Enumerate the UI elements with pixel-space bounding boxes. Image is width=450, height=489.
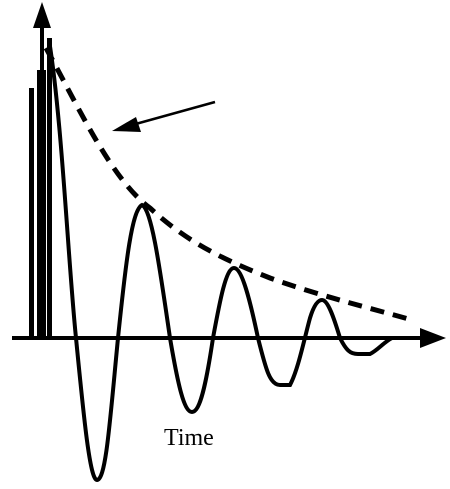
time-axis <box>12 328 446 348</box>
decay-envelope-dashed <box>43 46 413 323</box>
time-axis-arrowhead <box>420 328 446 348</box>
damped-oscillation-waveform <box>47 39 393 483</box>
vertical-axis-arrowhead <box>33 2 51 28</box>
initial-pulse <box>29 38 52 338</box>
time-axis-label: Time <box>164 425 214 451</box>
pointer-arrowhead <box>112 117 141 132</box>
pointer-arrow <box>112 100 216 132</box>
